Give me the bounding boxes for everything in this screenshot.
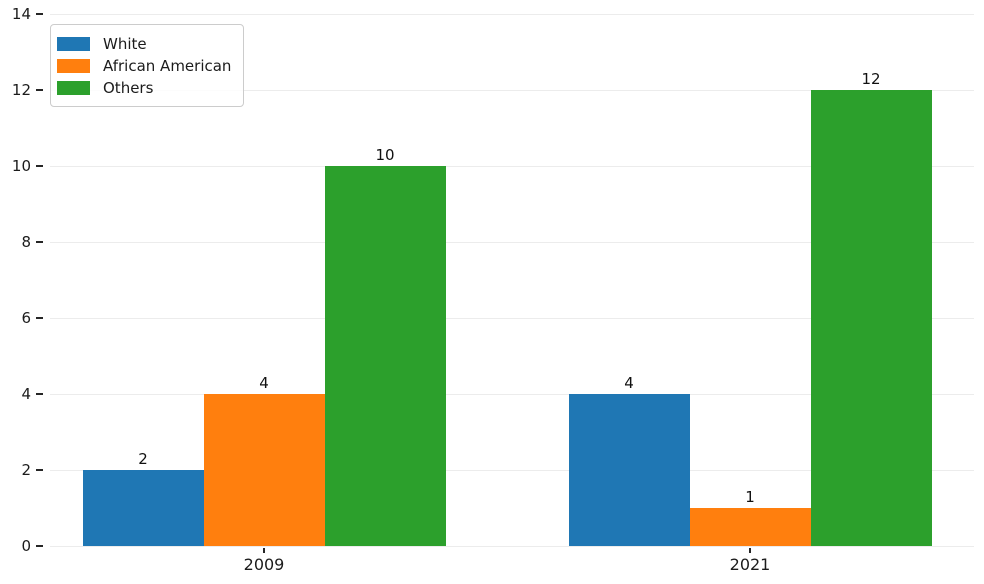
legend-swatch: [57, 59, 90, 73]
bar-value-label: 4: [624, 374, 634, 392]
x-tick-label: 2021: [729, 555, 771, 574]
grid-line: [50, 545, 974, 547]
y-tick-mark: [36, 89, 43, 91]
legend-item: White: [57, 33, 231, 55]
grid-line: [50, 165, 974, 167]
y-tick-mark: [36, 545, 43, 547]
grid-line: [50, 393, 974, 395]
y-tick-label: 4: [21, 385, 31, 403]
legend-swatch: [57, 37, 90, 51]
y-tick-mark: [36, 317, 43, 319]
legend-label: Others: [103, 79, 154, 97]
y-tick-label: 12: [11, 81, 31, 99]
legend-label: African American: [103, 57, 232, 75]
legend-swatch: [57, 81, 90, 95]
bar-value-label: 10: [375, 146, 395, 164]
y-tick-mark: [36, 393, 43, 395]
legend: White African American Others: [50, 24, 245, 107]
x-tick-mark: [749, 548, 751, 553]
legend-item: Others: [57, 77, 231, 99]
bar-others: [810, 90, 932, 546]
grid-line: [50, 317, 974, 319]
y-tick-label: 2: [21, 461, 31, 479]
y-tick-label: 6: [21, 309, 31, 327]
bar-value-label: 2: [138, 450, 148, 468]
y-tick-mark: [36, 469, 43, 471]
bar-value-label: 1: [745, 488, 755, 506]
bar-african-american: [203, 394, 325, 546]
grid-line: [50, 469, 974, 471]
y-tick-label: 0: [21, 537, 31, 555]
bar-value-label: 4: [259, 374, 269, 392]
y-tick-mark: [36, 165, 43, 167]
bar-african-american: [689, 508, 811, 546]
grid-line: [50, 13, 974, 15]
x-tick-mark: [263, 548, 265, 553]
y-tick-label: 14: [11, 5, 31, 23]
y-tick-label: 10: [11, 157, 31, 175]
legend-label: White: [103, 35, 147, 53]
bar-value-label: 12: [861, 70, 881, 88]
bar-others: [324, 166, 446, 546]
y-tick-mark: [36, 13, 43, 15]
bar-white: [568, 394, 690, 546]
bar-white: [82, 470, 204, 546]
x-tick-label: 2009: [243, 555, 285, 574]
grid-line: [50, 89, 974, 91]
grid-line: [50, 241, 974, 243]
y-tick-label: 8: [21, 233, 31, 251]
legend-item: African American: [57, 55, 231, 77]
y-tick-mark: [36, 241, 43, 243]
